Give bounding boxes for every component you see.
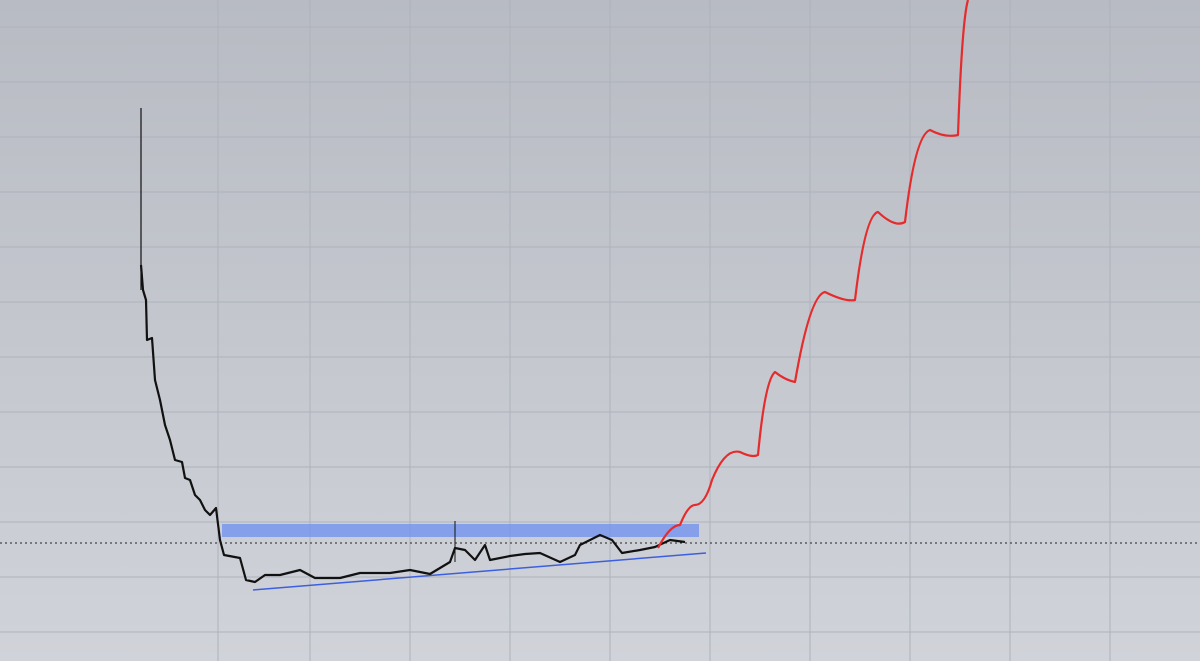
support-trendline	[252, 552, 707, 591]
projection-curve	[657, 0, 970, 549]
price-candles	[139, 264, 686, 584]
resistance-zone	[222, 524, 699, 537]
